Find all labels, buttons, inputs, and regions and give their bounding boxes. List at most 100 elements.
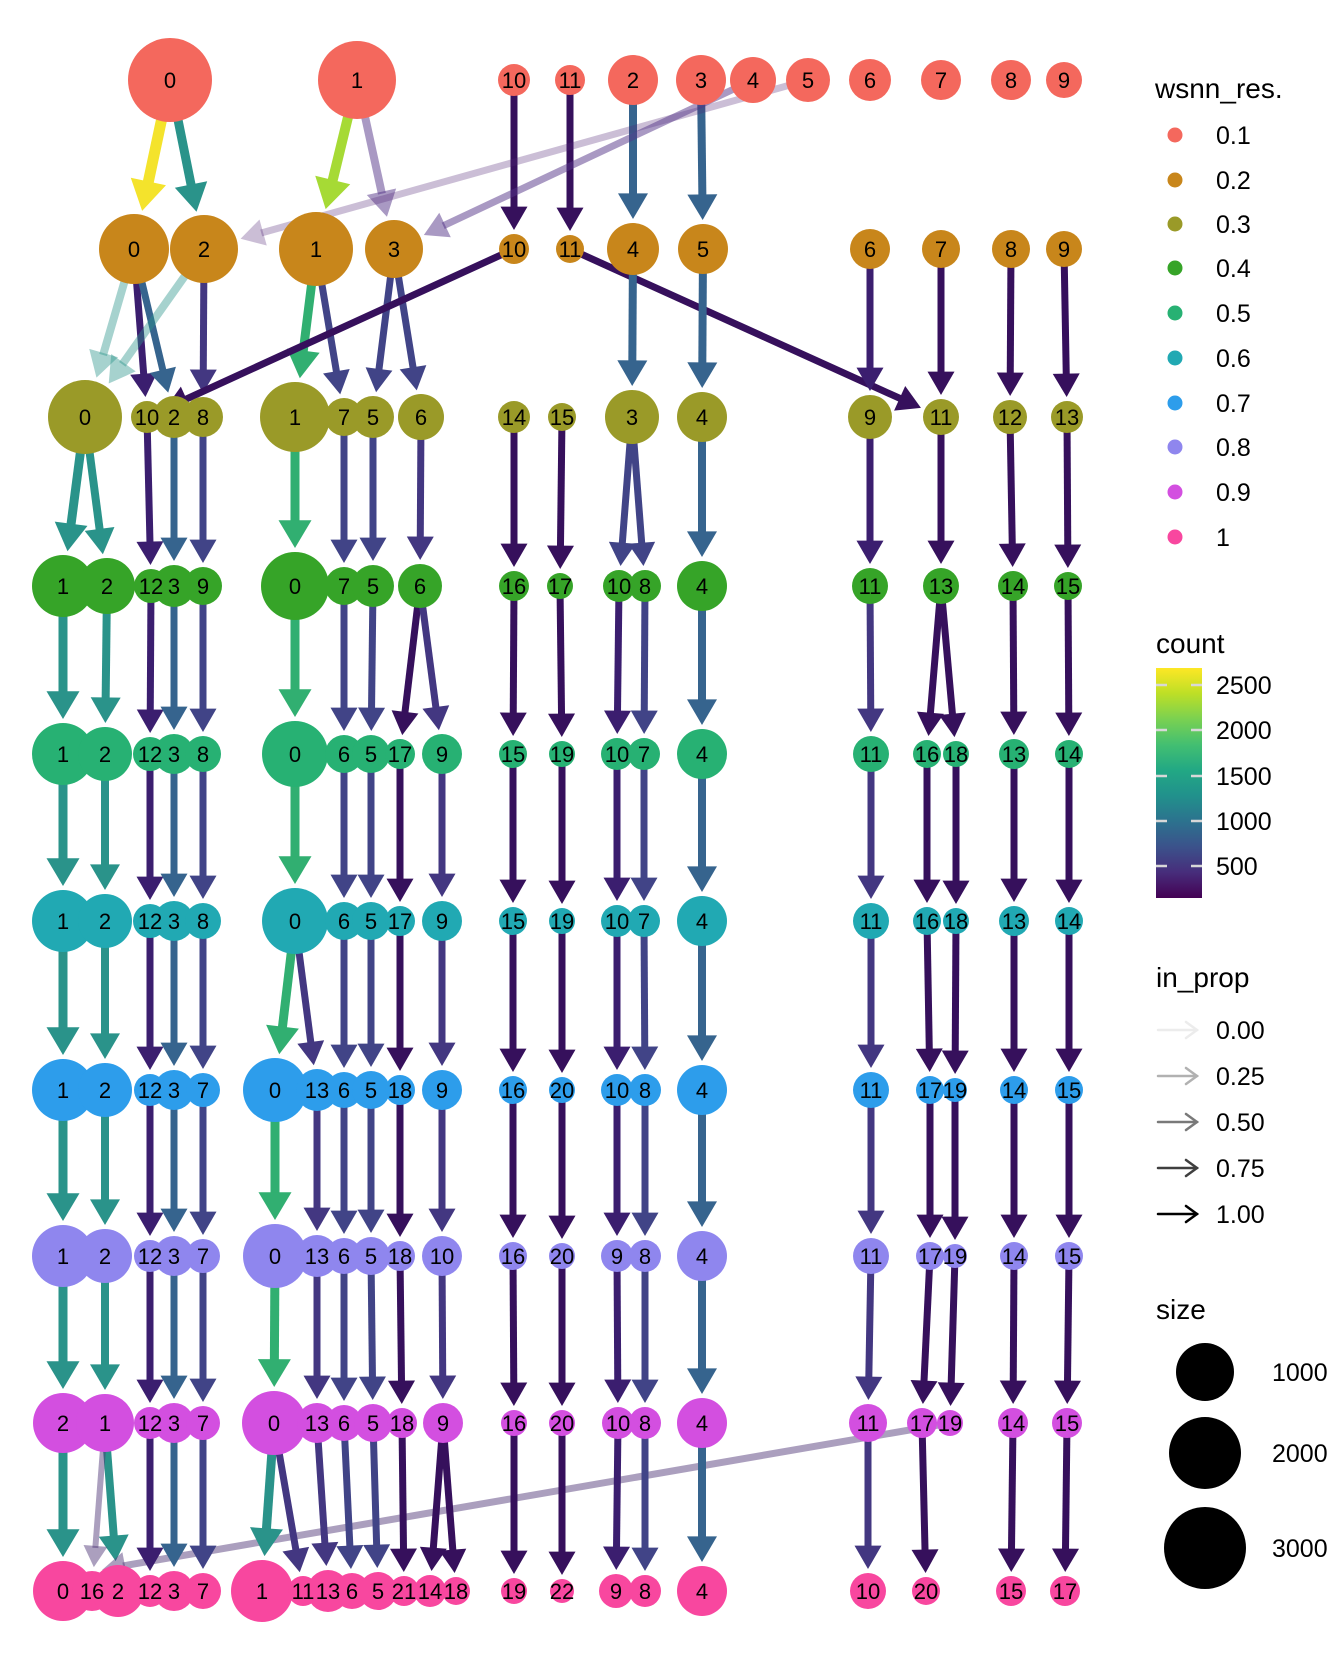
cluster-node-label: 12 xyxy=(138,1244,162,1269)
edge-arrowhead-icon xyxy=(1052,1548,1080,1573)
cluster-node-1-10 xyxy=(850,1573,886,1609)
edge-arrowhead-icon xyxy=(366,188,397,217)
cluster-node-label: 4 xyxy=(696,405,708,430)
cluster-node-label: 6 xyxy=(414,574,426,599)
edge-0.3-10-to-0.4-12 xyxy=(136,416,164,566)
edge-0.9-9-to-1-18 xyxy=(439,1422,467,1574)
edge-0.6-9-to-0.7-9 xyxy=(428,921,456,1066)
cluster-node-label: 2 xyxy=(99,742,111,767)
cluster-node-label: 4 xyxy=(747,68,759,93)
edge-arrowhead-icon xyxy=(630,877,658,901)
edge-shaft xyxy=(613,585,623,713)
edge-arrowhead-icon xyxy=(303,1375,331,1399)
cluster-node-label: 7 xyxy=(338,405,350,430)
edge-arrowhead-icon xyxy=(500,206,528,230)
edge-0.5-8-to-0.6-8 xyxy=(189,754,217,899)
edge-arrowhead-icon xyxy=(90,1033,120,1059)
edge-arrowhead-icon xyxy=(857,1044,885,1068)
cluster-node-label: 5 xyxy=(365,909,377,934)
edge-arrowhead-icon xyxy=(910,1380,938,1405)
cluster-node-label: 0 xyxy=(128,237,140,262)
edge-0.5-17-to-0.6-17 xyxy=(386,754,414,902)
edge-0.9-13-to-1-13 xyxy=(311,1422,339,1567)
cluster-node-0.8-20 xyxy=(549,1243,575,1269)
edge-arrowhead-icon xyxy=(365,367,393,393)
edge-shaft xyxy=(439,1422,457,1552)
edge-0.2-7-to-0.3-11 xyxy=(927,249,955,395)
cluster-node-label: 3 xyxy=(168,1411,180,1436)
cluster-node-label: 18 xyxy=(390,1411,414,1436)
edge-arrowhead-icon xyxy=(330,1210,358,1234)
edge-arrowhead-icon xyxy=(83,1545,108,1568)
cluster-node-0.7-13 xyxy=(296,1069,338,1111)
edge-0.8-3-to-0.9-3 xyxy=(160,1256,188,1399)
edge-0.8-15-to-0.9-15 xyxy=(1054,1255,1082,1405)
edge-shaft xyxy=(367,1255,376,1379)
cluster-node-label: 3 xyxy=(695,68,707,93)
edge-shaft xyxy=(568,245,903,403)
cluster-node-label: 12 xyxy=(138,742,162,767)
edge-shaft xyxy=(438,1255,447,1378)
cluster-node-0.5-14 xyxy=(1055,740,1083,768)
cluster-node-0.6-1 xyxy=(32,890,94,952)
legend-res-dot xyxy=(1167,127,1183,143)
cluster-node-label: 12 xyxy=(138,1078,162,1103)
edge-0.4-10-to-0.5-10 xyxy=(604,585,632,735)
edge-0.4-17-to-0.5-19 xyxy=(548,585,576,738)
edge-0.8-10-to-0.9-9 xyxy=(429,1255,457,1400)
edge-arrowhead-icon xyxy=(386,878,414,902)
edge-arrowhead-icon xyxy=(149,366,176,393)
edge-0.5-7-to-0.6-7 xyxy=(630,754,658,901)
cluster-node-0.7-7 xyxy=(186,1073,220,1107)
cluster-node-label: 22 xyxy=(550,1579,574,1604)
edge-arrowhead-icon xyxy=(46,691,80,719)
cluster-node-0.9-7 xyxy=(186,1406,220,1440)
cluster-node-label: 8 xyxy=(197,909,209,934)
cluster-node-0.7-10 xyxy=(601,1074,633,1106)
edge-0.8-17-to-0.9-17 xyxy=(910,1255,938,1405)
edge-arrowhead-icon xyxy=(548,1049,576,1073)
count-tick-label: 500 xyxy=(1216,853,1258,881)
edge-0.6-12-to-0.7-12 xyxy=(136,921,164,1070)
edge-arrowhead-icon xyxy=(500,1550,528,1574)
cluster-node-0.8-18 xyxy=(385,1241,415,1271)
cluster-node-0.2-5 xyxy=(678,224,728,274)
cluster-node-label: 9 xyxy=(197,574,209,599)
edge-arrowhead-icon xyxy=(548,880,576,904)
cluster-node-0.7-5 xyxy=(352,1071,390,1109)
cluster-node-label: 8 xyxy=(197,405,209,430)
edge-arrowhead-icon xyxy=(278,856,312,884)
edge-arrowhead-icon xyxy=(189,369,217,394)
edge-0.1-5-to-0.2-2 xyxy=(240,76,809,246)
edge-arrowhead-icon xyxy=(330,539,358,563)
cluster-node-label: 4 xyxy=(696,1078,708,1103)
cluster-node-0.5-15 xyxy=(499,740,527,768)
cluster-node-0.4-5 xyxy=(352,565,394,607)
edge-0.4-9-to-0.5-8 xyxy=(189,586,217,732)
edge-arrowhead-icon xyxy=(1054,544,1082,569)
edge-arrowhead-icon xyxy=(630,710,658,735)
edge-arrowhead-icon xyxy=(257,1359,291,1388)
cluster-node-label: 13 xyxy=(305,1411,329,1436)
edge-0.9-3-to-1-3 xyxy=(160,1423,188,1567)
edge-arrowhead-icon xyxy=(998,543,1026,568)
cluster-node-0.1-3 xyxy=(676,55,726,105)
edge-0.5-15-to-0.6-15 xyxy=(499,754,527,903)
cluster-node-0.1-6 xyxy=(849,59,891,101)
cluster-node-label: 9 xyxy=(1058,237,1070,262)
cluster-node-1-2 xyxy=(92,1565,144,1617)
edge-arrowhead-icon xyxy=(330,1044,358,1068)
legend-count: 2500 2000 1500 1000 500 xyxy=(1156,668,1272,898)
cluster-node-label: 1 xyxy=(256,1579,268,1604)
edge-arrowhead-icon xyxy=(330,874,358,898)
edge-0.7-5-to-0.8-5 xyxy=(357,1090,385,1233)
edge-0.6-13-to-0.7-14 xyxy=(1000,921,1028,1072)
cluster-node-0.3-5 xyxy=(352,396,394,438)
cluster-node-0.8-11 xyxy=(853,1238,889,1274)
edge-shaft xyxy=(951,920,960,1053)
cluster-node-0.6-5 xyxy=(352,902,390,940)
cluster-node-label: 10 xyxy=(607,574,631,599)
cluster-node-label: 15 xyxy=(1057,1244,1081,1269)
cluster-node-0.6-14 xyxy=(1055,907,1083,935)
cluster-node-label: 4 xyxy=(696,909,708,934)
